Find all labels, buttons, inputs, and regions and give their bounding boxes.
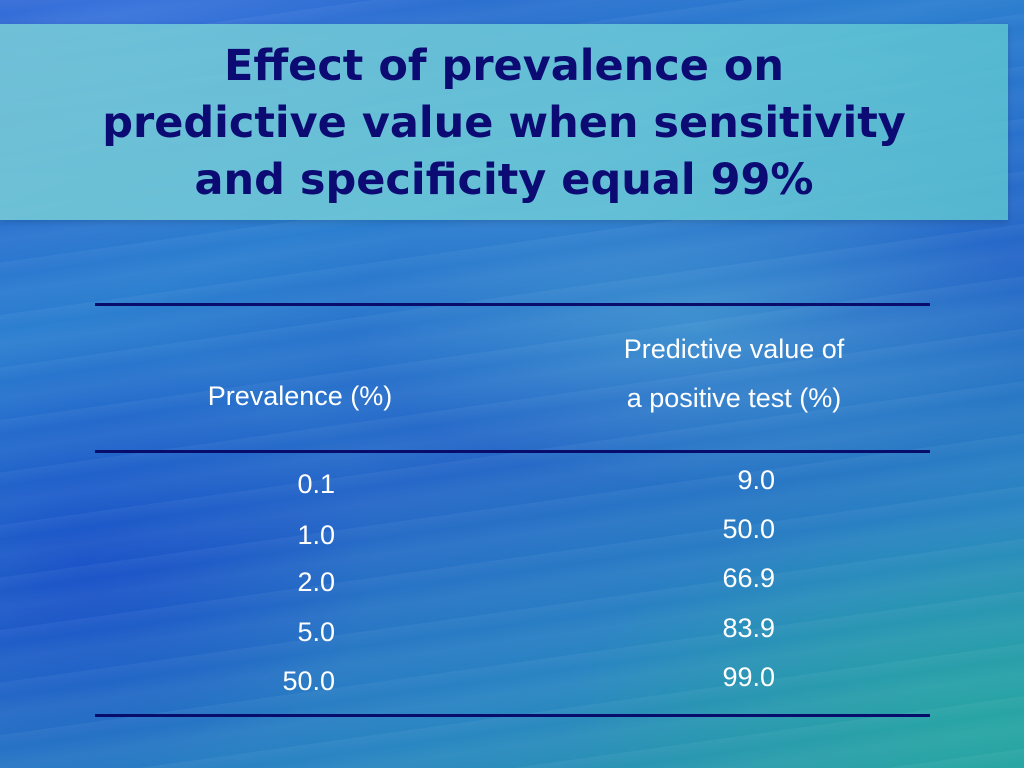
table-bottom-rule: [95, 714, 930, 717]
table-cell-prevalence: 0.1: [297, 469, 335, 499]
table-cell-prevalence: 5.0: [297, 617, 335, 647]
column-header-ppv-line1: Predictive value of: [623, 334, 845, 364]
table-cell-ppv: 99.0: [722, 662, 775, 692]
slide-title-line: Effect of prevalence on: [223, 41, 785, 91]
table-top-rule: [95, 303, 930, 306]
slide-title: Effect of prevalence on predictive value…: [40, 38, 968, 209]
table-cell-prevalence: 50.0: [282, 666, 335, 696]
table-cell-ppv: 9.0: [737, 465, 775, 495]
column-header-ppv-line2: a positive test (%): [626, 383, 842, 413]
table-cell-ppv: 66.9: [722, 563, 775, 593]
table-cell-ppv: 83.9: [722, 613, 775, 643]
table-cell-ppv: 50.0: [722, 514, 775, 544]
title-banner: [0, 24, 1008, 220]
column-header-prevalence: Prevalence (%): [207, 381, 393, 411]
slide-title-line: predictive value when sensitivity: [102, 98, 906, 148]
slide-title-line: and specificity equal 99%: [194, 155, 814, 205]
table-cell-prevalence: 1.0: [297, 520, 335, 550]
table-header-rule: [95, 450, 930, 453]
table-cell-prevalence: 2.0: [297, 567, 335, 597]
